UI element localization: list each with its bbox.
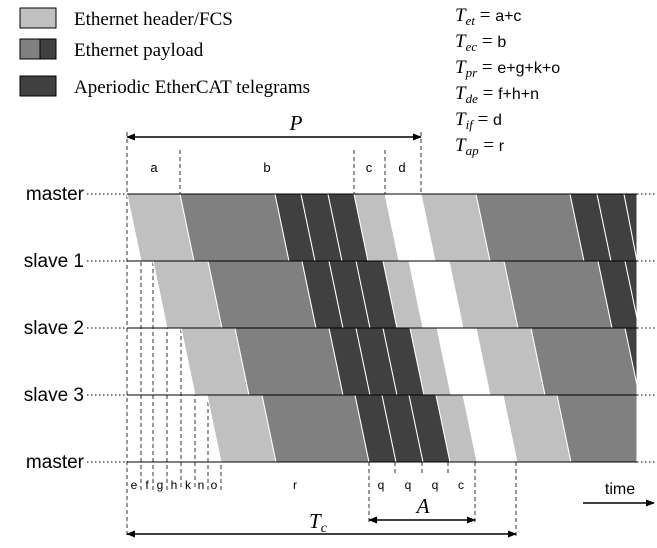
node-label-slave-3: slave 3 [24, 385, 84, 406]
period-arrow: P [126, 111, 422, 141]
segment-label-c: c [366, 160, 373, 175]
segment-label-g: g [157, 478, 164, 492]
formula-t-ap: Tap = r [455, 135, 505, 158]
formula-t-ec: Tec = b [455, 31, 506, 54]
node-label-master-top: master [26, 184, 85, 205]
band-slave1-to-slave2 [152, 260, 638, 329]
bottom-segment-labels: e f g h k n o r q q q c [131, 478, 464, 492]
segment-label-c-bottom: c [458, 478, 464, 492]
segment-label-q-3: q [432, 478, 439, 492]
aperiodic-window-arrow: A [368, 494, 476, 524]
legend-label-header: Ethernet header/FCS [74, 9, 233, 30]
formula-t-et: Tet = a+c [455, 5, 521, 28]
node-labels: master slave 1 slave 2 slave 3 master [24, 184, 85, 473]
segment-label-o: o [211, 478, 218, 492]
legend-swatch-header [19, 7, 57, 29]
formula-t-de: Tde = f+h+n [455, 83, 539, 106]
formula-list: Tet = a+c Tec = b Tpr = e+g+k+o Tde = f+… [455, 5, 560, 158]
segment-label-a: a [150, 160, 158, 175]
legend-swatch-payload [19, 38, 57, 60]
segment-label-r: r [293, 478, 297, 492]
segment-label-k: k [185, 478, 192, 492]
segment-label-e: e [131, 478, 138, 492]
segment-label-h: h [171, 478, 178, 492]
legend: Ethernet header/FCS Ethernet payload Ape… [19, 7, 310, 98]
formula-t-pr: Tpr = e+g+k+o [455, 57, 560, 80]
segment-label-n: n [198, 478, 205, 492]
segment-label-b: b [263, 160, 270, 175]
segment-label-q-2: q [405, 478, 412, 492]
legend-label-payload: Ethernet payload [74, 40, 204, 61]
legend-label-aperiodic: Aperiodic EtherCAT telegrams [74, 77, 310, 98]
cycle-time-arrow: Tc [126, 509, 517, 538]
band-slave2-to-slave3 [180, 327, 638, 396]
formula-t-if: Tif = d [455, 109, 502, 132]
segment-label-d: d [398, 160, 405, 175]
node-lines [87, 193, 657, 463]
period-label: P [289, 111, 303, 135]
guide-lines [126, 132, 517, 538]
band-master-to-slave1 [126, 193, 638, 262]
legend-swatch-aperiodic [19, 75, 57, 97]
segment-label-f: f [145, 478, 149, 492]
node-label-slave-2: slave 2 [24, 318, 84, 339]
band-slave3-to-master [206, 394, 638, 463]
top-segment-labels: a b c d [150, 160, 405, 175]
time-axis: time [583, 481, 655, 507]
node-label-master-bottom: master [26, 452, 85, 473]
time-label: time [605, 481, 635, 498]
segment-label-q-1: q [378, 478, 385, 492]
node-label-slave-1: slave 1 [24, 251, 84, 272]
cycle-time-label: Tc [309, 509, 328, 536]
aperiodic-window-label: A [415, 494, 430, 518]
